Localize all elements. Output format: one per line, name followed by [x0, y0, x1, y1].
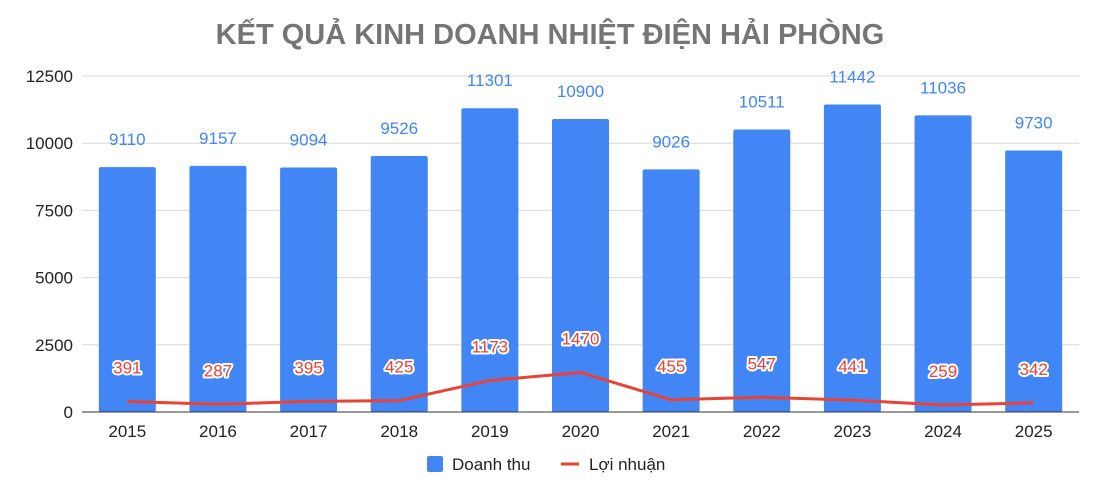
bar-series-revenue — [98, 104, 1063, 413]
x-tick-label: 2023 — [833, 422, 871, 441]
legend-label-profit: Lợi nhuận — [589, 455, 665, 474]
line-value-label: 342 — [1019, 360, 1047, 379]
y-tick-label: 12500 — [26, 67, 73, 86]
bar-value-label: 10511 — [739, 92, 785, 111]
x-tick-label: 2021 — [652, 422, 690, 441]
bar-data-labels: 9110 9157 9094 9526 11301 10900 9026 10511 11442… — [109, 67, 1053, 151]
x-tick-label: 2016 — [199, 422, 237, 441]
x-tick-label: 2020 — [562, 422, 600, 441]
bar-revenue — [914, 115, 972, 412]
y-tick-label: 5000 — [35, 269, 73, 288]
bar-revenue — [280, 167, 338, 412]
x-tick-label: 2022 — [743, 422, 781, 441]
line-value-label: 455 — [657, 357, 685, 376]
bar-revenue — [733, 129, 791, 412]
line-value-label: 425 — [385, 358, 413, 377]
y-axis-ticks: 0 2500 5000 7500 10000 12500 — [26, 67, 73, 422]
x-tick-label: 2015 — [108, 422, 146, 441]
line-value-label: 395 — [294, 358, 322, 377]
line-value-label: 287 — [204, 361, 232, 380]
bar-value-label: 11036 — [920, 78, 966, 97]
line-value-label: 259 — [929, 362, 957, 381]
line-data-labels: 391 287 395 425 1173 1470 455 547 441 259 342 — [111, 327, 1050, 383]
bar-revenue — [552, 119, 609, 413]
y-tick-label: 7500 — [35, 201, 73, 220]
bar-value-label: 9110 — [109, 130, 146, 149]
bar-revenue — [642, 169, 700, 412]
y-tick-label: 10000 — [26, 134, 73, 153]
legend-label-revenue: Doanh thu — [452, 455, 530, 474]
x-tick-label: 2024 — [924, 422, 962, 441]
chart-title: KẾT QUẢ KINH DOANH NHIỆT ĐIỆN HẢI PHÒNG — [216, 17, 885, 51]
line-value-label: 1173 — [472, 337, 509, 356]
line-series-profit — [127, 370, 1034, 407]
bar-value-label: 10900 — [557, 82, 604, 101]
bar-value-label: 9094 — [290, 131, 328, 150]
line-value-label: 391 — [113, 358, 141, 377]
bar-value-label: 9526 — [380, 119, 418, 138]
x-tick-label: 2019 — [471, 422, 509, 441]
bar-value-label: 11301 — [467, 71, 513, 90]
legend: Doanh thu Lợi nhuận — [427, 455, 665, 474]
y-tick-label: 0 — [64, 403, 73, 422]
bar-revenue — [370, 155, 428, 413]
profit-line-path — [127, 370, 1034, 407]
line-value-label: 547 — [748, 354, 776, 373]
bar-value-label: 9730 — [1015, 113, 1053, 132]
bar-value-label: 11442 — [829, 67, 875, 86]
bar-revenue — [98, 167, 156, 412]
x-tick-label: 2025 — [1015, 422, 1053, 441]
bar-revenue — [461, 108, 519, 412]
bar-revenue — [189, 165, 247, 412]
bar-revenue — [823, 104, 881, 413]
x-axis-ticks: 2015 2016 2017 2018 2019 2020 2021 2022 2023 2024… — [108, 422, 1052, 441]
bar-value-label: 9026 — [652, 132, 690, 151]
line-value-label: 441 — [838, 357, 866, 376]
bar-revenue — [1005, 150, 1063, 413]
x-tick-label: 2017 — [290, 422, 328, 441]
legend-swatch-revenue — [427, 456, 443, 472]
bar-value-label: 9157 — [199, 129, 237, 148]
y-tick-label: 2500 — [35, 336, 73, 355]
line-value-label: 1470 — [562, 329, 600, 348]
x-tick-label: 2018 — [380, 422, 418, 441]
